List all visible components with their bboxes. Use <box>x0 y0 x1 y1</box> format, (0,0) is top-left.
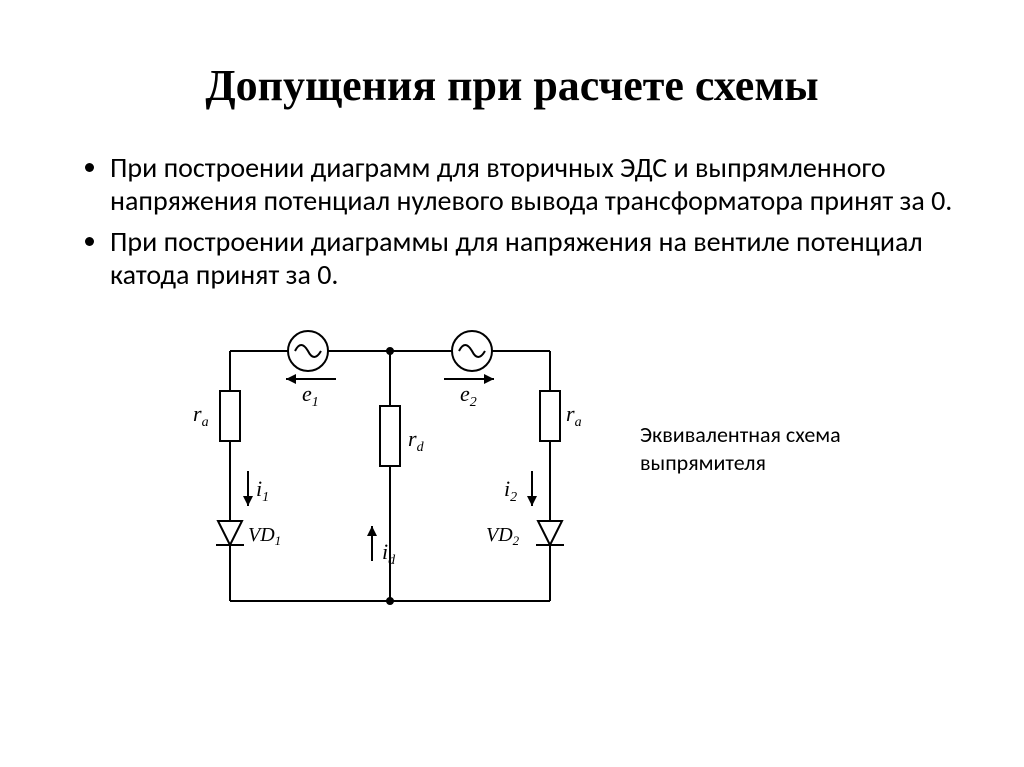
label-vd1: VD1 <box>248 524 281 548</box>
caption-line: Эквивалентная схема <box>640 421 841 448</box>
label-ra-left: ra <box>193 401 209 430</box>
bullet-list: При построении диаграмм для вторичных ЭД… <box>70 151 954 291</box>
label-e2: e2 <box>460 381 477 410</box>
circuit-caption: Эквивалентная схема выпрямителя <box>640 421 841 476</box>
lower-content: e1 e2 ra ra rd i1 i2 id VD1 <box>50 321 974 641</box>
circuit-svg: e1 e2 ra ra rd i1 i2 id VD1 <box>190 321 590 631</box>
circuit-diagram: e1 e2 ra ra rd i1 i2 id VD1 <box>190 321 590 636</box>
slide: Допущения при расчете схемы При построен… <box>0 0 1024 767</box>
label-vd2: VD2 <box>486 524 520 548</box>
bullet-item: При построении диаграмм для вторичных ЭД… <box>110 151 954 217</box>
label-rd: rd <box>408 426 425 455</box>
label-i2: i2 <box>504 476 517 505</box>
label-e1: e1 <box>302 381 319 410</box>
bullet-item: При построении диаграммы для напряжения … <box>110 225 954 291</box>
slide-title: Допущения при расчете схемы <box>50 60 974 111</box>
caption-line: выпрямителя <box>640 449 766 476</box>
label-i1: i1 <box>256 476 269 505</box>
label-ra-right: ra <box>566 401 582 430</box>
